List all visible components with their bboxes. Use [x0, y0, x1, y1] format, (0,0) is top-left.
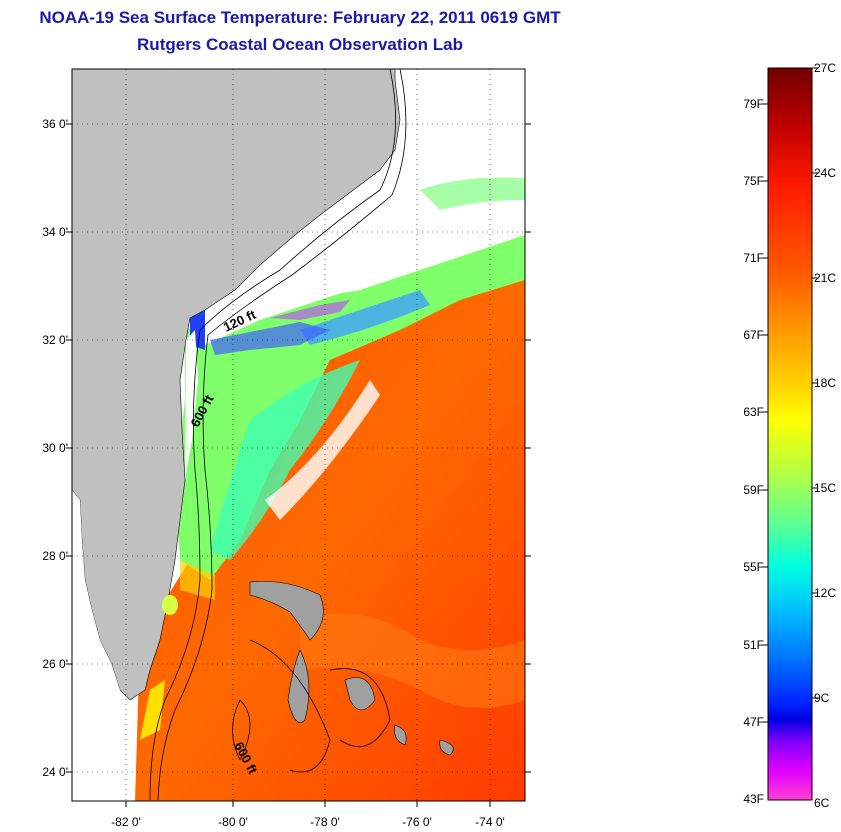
colorbar-c-21: 21C — [814, 271, 837, 285]
map-canvas: 120 ft 600 ft 600 ft — [72, 69, 525, 801]
colorbar — [767, 67, 813, 801]
map-title: NOAA-19 Sea Surface Temperature: Februar… — [39, 8, 561, 27]
axis-ticks — [66, 123, 531, 807]
lat-label-30: 30 0' — [42, 441, 68, 455]
lon-label-78: -78 0' — [310, 815, 340, 829]
lon-label-74: -74 0' — [475, 815, 505, 829]
colorbar-f-79: 79F — [743, 97, 764, 111]
graticule — [72, 69, 525, 801]
isobath-contours — [149, 69, 407, 801]
lon-label-76: -76 0' — [402, 815, 432, 829]
lat-label-26: 26 0' — [42, 657, 68, 671]
colorbar-c-15: 15C — [814, 481, 837, 495]
map-frame — [71, 68, 526, 802]
lat-label-28: 28 0' — [42, 549, 68, 563]
colorbar-f-59: 59F — [743, 483, 764, 497]
shelf-water — [175, 235, 525, 580]
lat-label-32: 32 0' — [42, 333, 68, 347]
colorbar-f-75: 75F — [743, 174, 764, 188]
lon-label-80: -80 0' — [218, 815, 248, 829]
colorbar-f-47: 47F — [743, 715, 764, 729]
lat-label-36: 36 0' — [42, 117, 68, 131]
colorbar-f-55: 55F — [743, 560, 764, 574]
lat-label-24: 24 0' — [42, 765, 68, 779]
colorbar-f-63: 63F — [743, 405, 764, 419]
colorbar-c-24: 24C — [814, 166, 837, 180]
lat-label-34: 34 0' — [42, 225, 68, 239]
colorbar-c-9: 9C — [814, 691, 830, 705]
colorbar-c-27: 27C — [814, 61, 837, 75]
map-subtitle: Rutgers Coastal Ocean Observation Lab — [137, 35, 463, 54]
colorbar-ticks — [762, 67, 818, 723]
lon-label-82: -82 0' — [111, 815, 141, 829]
colorbar-f-51: 51F — [743, 638, 764, 652]
colorbar-f-67: 67F — [743, 328, 764, 342]
colorbar-c-6: 6C — [814, 796, 830, 810]
colorbar-f-43: 43F — [743, 792, 764, 806]
bahamas-islands — [249, 580, 454, 756]
colorbar-c-18: 18C — [814, 376, 837, 390]
colorbar-f-71: 71F — [743, 251, 764, 265]
colorbar-c-12: 12C — [814, 586, 837, 600]
